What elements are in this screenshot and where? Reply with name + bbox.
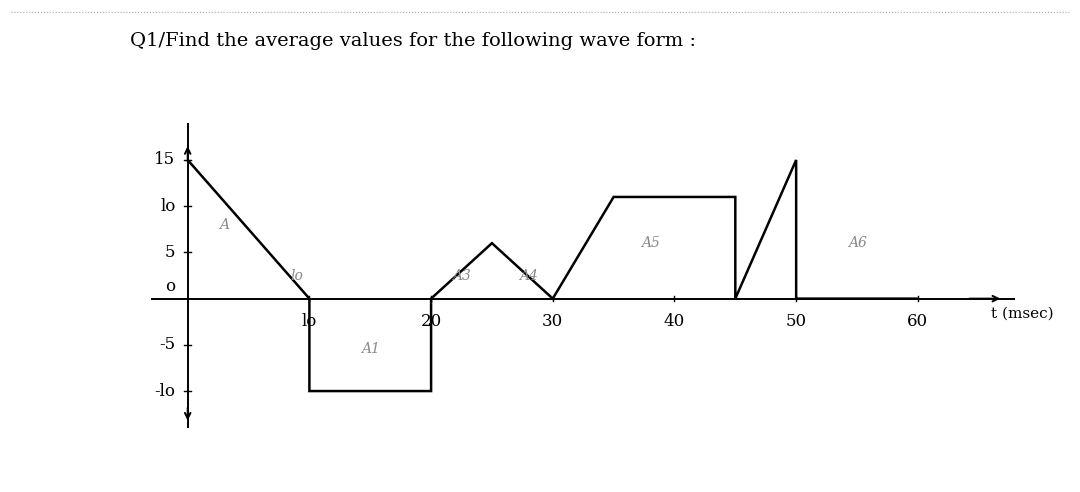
Text: A3: A3 <box>453 269 471 282</box>
Text: t (msec): t (msec) <box>990 307 1053 320</box>
Text: 40: 40 <box>664 313 685 331</box>
Text: 30: 30 <box>542 313 564 331</box>
Text: 5: 5 <box>165 244 176 261</box>
Text: lo: lo <box>301 313 318 331</box>
Text: A5: A5 <box>640 236 660 250</box>
Text: A: A <box>219 217 229 232</box>
Text: lo: lo <box>160 198 176 215</box>
Text: Q1/Find the average values for the following wave form :: Q1/Find the average values for the follo… <box>130 32 696 50</box>
Text: 20: 20 <box>420 313 442 331</box>
Text: -5: -5 <box>160 337 176 353</box>
Text: A4: A4 <box>519 269 538 282</box>
Text: 15: 15 <box>154 152 176 168</box>
Text: A1: A1 <box>361 342 380 357</box>
Text: A6: A6 <box>848 236 866 250</box>
Text: o: o <box>165 278 176 295</box>
Text: 60: 60 <box>907 313 929 331</box>
Text: lo: lo <box>291 269 303 282</box>
Text: -lo: -lo <box>154 383 176 400</box>
Text: 50: 50 <box>785 313 807 331</box>
